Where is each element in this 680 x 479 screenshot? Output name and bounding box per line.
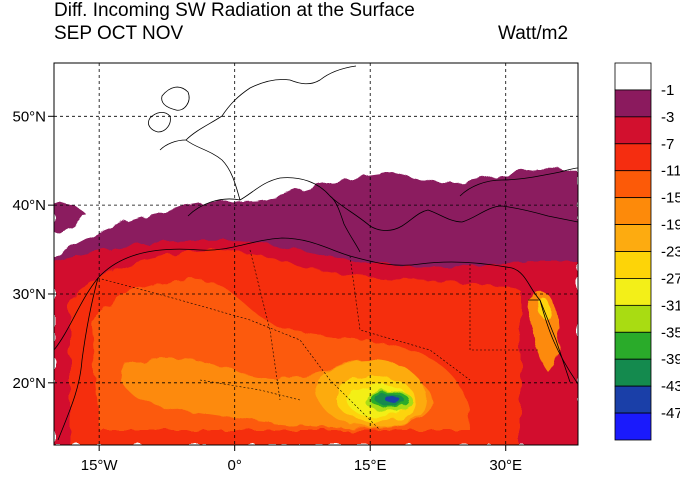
label-bar-box: [614, 304, 652, 333]
graticule: [54, 63, 578, 445]
label-bar-label: -47: [661, 405, 680, 422]
country-borders: [97, 249, 540, 431]
label-bar-label: -43: [661, 378, 680, 395]
label-bar-label: -39: [661, 351, 680, 368]
label-bar-box: [614, 116, 652, 145]
label-bar-box: [614, 251, 652, 279]
color-label-bar: -1 -3 -7 -11 -15 -19 -23 -27 -31 -35 -39 -43 -47: [614, 62, 680, 441]
label-bar-label: -35: [661, 324, 680, 341]
label-bar-label: -7: [661, 136, 674, 153]
label-bar-label: -19: [661, 217, 680, 234]
label-bar-box: [614, 170, 652, 199]
label-bar-box: [614, 62, 652, 91]
radiation-field: [54, 168, 578, 445]
label-bar-box: [614, 412, 652, 441]
coastlines: [54, 65, 578, 441]
map-panel: [54, 63, 578, 445]
lat-tick-label: 30°N: [12, 286, 46, 303]
lon-tick-label: 15°W: [81, 457, 119, 474]
axis-ticks: 15°W 0° 15°E 30°E 50°N 40°N 30°N 20°N: [12, 108, 522, 474]
label-bar-label: -1: [661, 82, 674, 99]
lon-tick-label: 0°: [228, 457, 242, 474]
label-bar-label: -27: [661, 270, 680, 287]
label-bar-box: [614, 278, 652, 306]
map-title: Diff. Incoming SW Radiation at the Surfa…: [54, 0, 415, 21]
contour-band-east-orange: [528, 292, 560, 372]
label-bar-label: -3: [661, 109, 674, 126]
label-bar-label: -15: [661, 190, 680, 207]
label-bar-box: [614, 89, 652, 118]
label-bar-box: [614, 331, 652, 360]
contour-band-purple-west: [54, 203, 86, 234]
label-bar-box: [614, 385, 652, 414]
lat-tick-label: 50°N: [12, 108, 46, 125]
map-frame: [53, 62, 579, 446]
lat-tick-label: 40°N: [12, 197, 46, 214]
label-bar-label: -31: [661, 297, 680, 314]
lat-tick-label: 20°N: [12, 375, 46, 392]
contour-band-blue: [385, 395, 399, 403]
label-bar-box: [614, 143, 652, 172]
label-bar-label: -11: [661, 163, 680, 180]
label-bar-box: [614, 197, 652, 225]
lon-tick-label: 15°E: [354, 457, 387, 474]
season-label: SEP OCT NOV: [54, 23, 184, 44]
label-bar-label: -23: [661, 244, 680, 261]
units-label: Watt/m2: [498, 23, 569, 44]
lon-tick-label: 30°E: [489, 457, 522, 474]
label-bar-box: [614, 358, 652, 387]
label-bar-box: [614, 224, 652, 252]
